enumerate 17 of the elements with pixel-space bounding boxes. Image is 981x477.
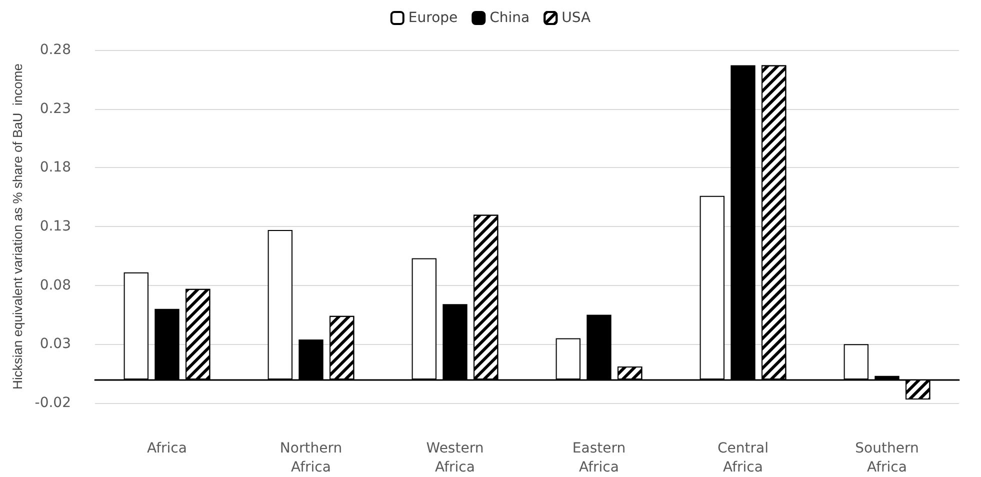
legend-label: USA — [562, 10, 592, 26]
x-tick-label: Eastern Africa — [572, 440, 626, 476]
y-tick-label: 0.13 — [40, 218, 71, 234]
y-tick-label: 0.08 — [40, 277, 71, 294]
legend-label: China — [490, 10, 530, 26]
y-tick-label: 0.18 — [40, 160, 71, 176]
y-tick-label: -0.02 — [34, 395, 71, 411]
y-tick-label: 0.28 — [40, 42, 71, 58]
legend-label: Europe — [408, 10, 458, 26]
y-tick-label: 0.23 — [40, 100, 71, 117]
y-axis-title: Hicksian equivalent variation as % share of BaU income — [10, 64, 25, 390]
x-tick-label: Western Africa — [426, 440, 484, 476]
x-tick-label: Northern Africa — [280, 440, 342, 476]
x-tick-label: Central Africa — [718, 440, 768, 476]
x-tick-label: Southern Africa — [855, 440, 919, 476]
y-tick-label: 0.03 — [40, 336, 71, 352]
x-tick-label: Africa — [147, 440, 187, 456]
